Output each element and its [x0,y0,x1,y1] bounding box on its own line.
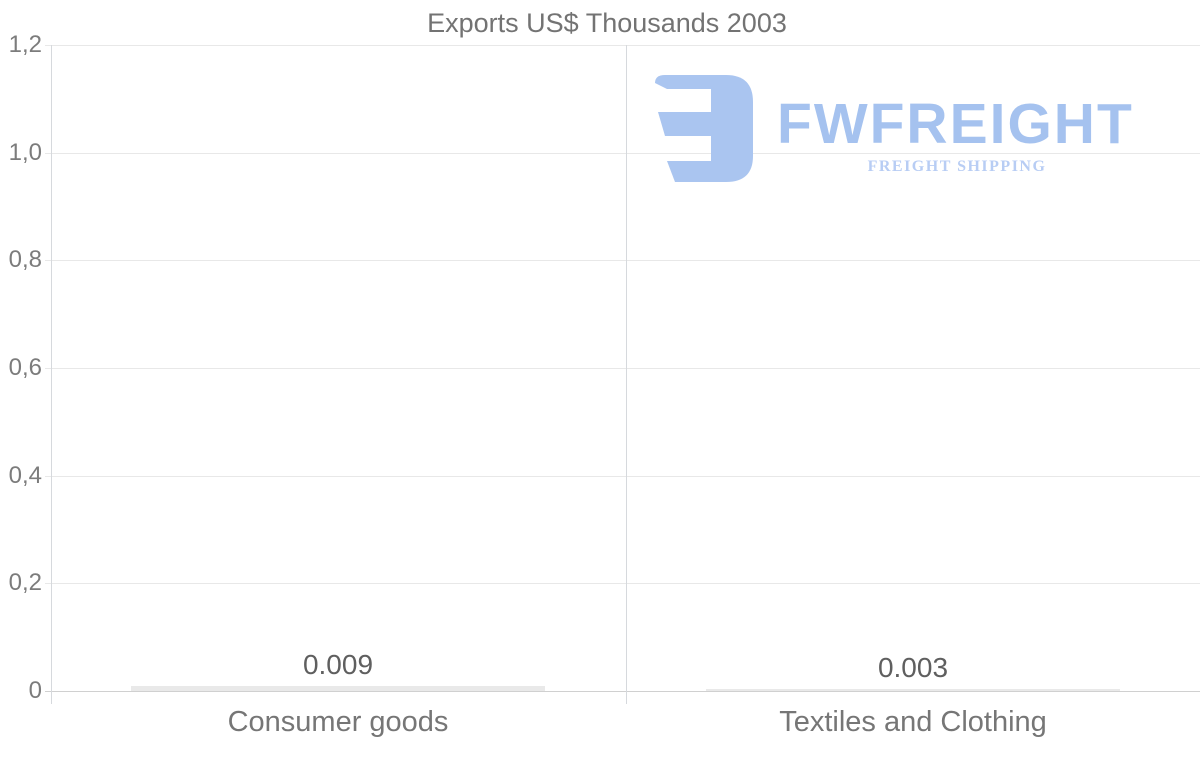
x-axis-category-label: Consumer goods [227,706,449,738]
y-axis-tick-label: 0,6 [8,354,42,381]
x-axis-category-label: Textiles and Clothing [779,706,1047,738]
bar[interactable] [706,689,1120,691]
category-boundary-line [626,45,627,704]
y-axis-tick-label: 0,8 [8,246,42,273]
gridline-y [45,476,1200,477]
y-axis-tick-label: 1,0 [8,139,42,166]
gridline-y [45,45,1200,46]
y-axis-line [51,45,52,704]
y-axis-tick-label: 0 [28,677,42,704]
y-axis-tick-label: 1,2 [8,31,42,58]
y-axis-tick-label: 0,2 [8,569,42,596]
gridline-y [45,368,1200,369]
logo-wordmark: FWFREIGHT [777,92,1134,156]
chart-title: Exports US$ Thousands 2003 [427,8,787,38]
bar[interactable] [131,686,545,691]
gridline-y [45,260,1200,261]
x-axis-zero-line [45,691,1200,692]
bar-value-label: 0.003 [877,652,949,683]
gridline-y [45,583,1200,584]
fwfreight-logo: FWFREIGHT FREIGHT SHIPPING [653,74,1153,194]
gridline-y [45,153,1200,154]
y-axis-tick-label: 0,4 [8,462,42,489]
fwfreight-logo-mark-icon [655,75,753,182]
logo-tagline: FREIGHT SHIPPING [867,158,1047,175]
bar-value-label: 0.009 [302,649,374,680]
